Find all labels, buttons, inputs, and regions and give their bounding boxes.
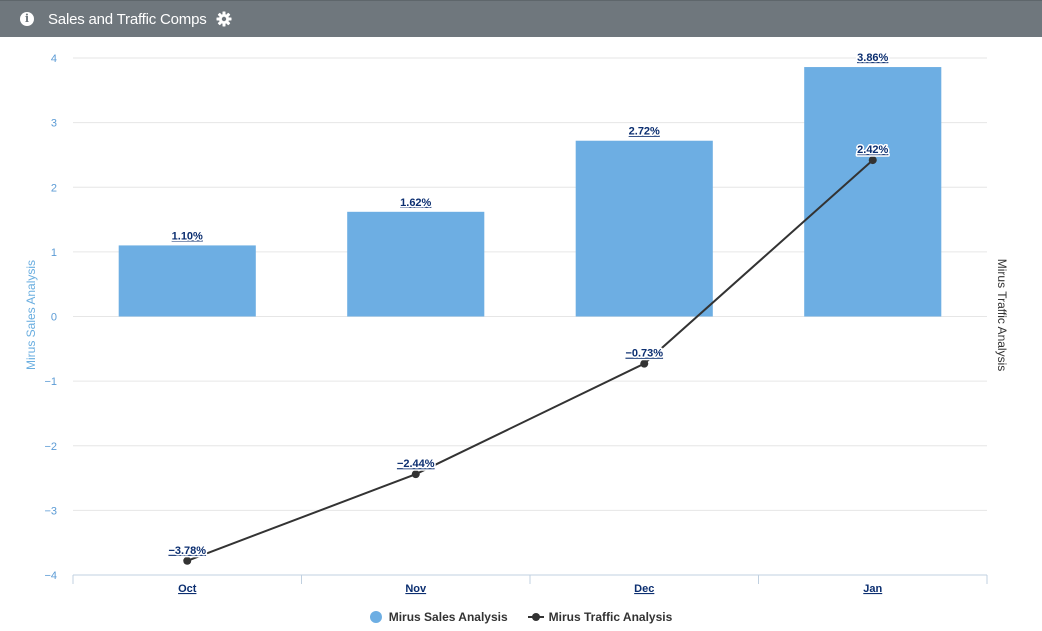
y-tick-label: 3	[51, 118, 57, 130]
legend-item-sales[interactable]: Mirus Sales Analysis	[369, 610, 508, 624]
series-line	[186, 159, 874, 562]
y-tick-label: 0	[51, 312, 57, 324]
bar	[804, 67, 942, 317]
x-tick-label: Jan	[863, 583, 882, 595]
line-data-label: 2.42%	[857, 144, 888, 156]
y-tick-label: −4	[44, 570, 57, 582]
y-tick-label: −1	[44, 376, 57, 388]
legend-dot-icon	[369, 611, 382, 623]
bar-data-label: 1.10%	[172, 230, 203, 242]
legend-line-icon	[527, 613, 544, 621]
line-point	[183, 556, 192, 565]
line-point	[868, 156, 877, 165]
legend-label-traffic: Mirus Traffic Analysis	[548, 610, 673, 624]
info-icon[interactable]: i	[20, 12, 34, 26]
y-tick-label: −3	[44, 505, 57, 517]
line-series	[183, 156, 877, 565]
bar-data-label: 2.72%	[629, 126, 660, 138]
x-tick-label: Nov	[405, 583, 427, 595]
x-tick-label: Oct	[178, 583, 197, 595]
x-axis: Oct Nov Dec Jan	[72, 574, 988, 595]
y-tick-label: 2	[51, 182, 57, 194]
bar	[118, 245, 256, 317]
line-data-label: −2.44%	[397, 458, 435, 470]
line-point	[640, 359, 649, 368]
y-axis-left-title: Mirus Sales Analysis	[24, 260, 38, 370]
panel-header: i Sales and Traffic Comps	[0, 0, 1042, 37]
bar-data-label: 3.86%	[857, 52, 888, 64]
y-tick-label: 4	[51, 53, 57, 65]
y-axis-ticks: 4 3 2 1 0 −1 −2 −3 −4	[44, 53, 57, 582]
x-tick-label: Dec	[634, 583, 654, 595]
legend-label-sales: Mirus Sales Analysis	[388, 610, 508, 624]
line-point	[411, 470, 420, 479]
data-labels: 1.10% 1.62% 2.72% 3.86% −3.78% −2.44% −0.73% 2.…	[167, 51, 890, 559]
panel-title: Sales and Traffic Comps	[48, 10, 207, 28]
bar	[347, 211, 485, 317]
legend-item-traffic[interactable]: Mirus Traffic Analysis	[527, 610, 673, 624]
y-tick-label: −2	[44, 441, 57, 453]
legend: Mirus Sales Analysis Mirus Traffic Analy…	[0, 610, 1042, 624]
gear-icon[interactable]	[216, 11, 232, 27]
bar-data-label: 1.62%	[400, 197, 431, 209]
y-tick-label: 1	[51, 247, 57, 259]
line-data-label: −3.78%	[168, 545, 206, 557]
combo-chart: 4 3 2 1 0 −1 −2 −3 −4 Oct Nov Dec Jan 1.10% 1.62% 2.7…	[24, 51, 1009, 595]
bar	[575, 140, 713, 317]
y-axis-right-title: Mirus Traffic Analysis	[995, 259, 1009, 371]
bar-series	[118, 67, 942, 317]
line-data-label: −0.73%	[625, 348, 663, 360]
